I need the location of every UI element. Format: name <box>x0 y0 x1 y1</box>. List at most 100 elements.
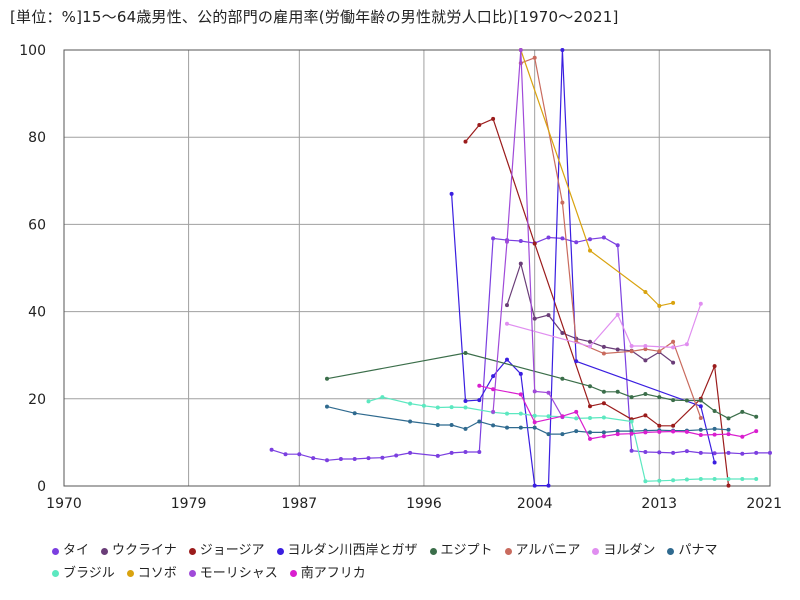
data-point <box>574 416 579 421</box>
legend-marker <box>429 547 437 555</box>
y-tick-label: 80 <box>28 130 46 146</box>
data-point <box>463 399 468 403</box>
legend-marker <box>667 547 675 555</box>
data-point <box>546 414 551 419</box>
chart-title: [単位：%]15～64歳男性、公的部門の雇用率(労働年齢の男性就労人口比)[19… <box>10 8 619 26</box>
data-point <box>518 48 523 52</box>
legend-item: コソボ <box>126 563 177 585</box>
legend-item: ブラジル <box>52 563 115 585</box>
data-point <box>588 436 592 441</box>
data-point <box>657 478 662 483</box>
data-point <box>629 431 634 436</box>
data-point <box>505 357 509 362</box>
line-chart: 1970 1979 1987 1996 2004 2013 2021 0 20 40 60 80 100 <box>19 43 782 512</box>
x-tick-label: 2013 <box>641 496 677 512</box>
series-4 <box>325 351 759 421</box>
data-point <box>726 427 731 432</box>
data-point <box>408 419 413 424</box>
data-point <box>491 409 496 414</box>
data-point <box>601 401 606 406</box>
legend-label: ヨルダン <box>603 543 656 558</box>
data-point <box>629 349 634 354</box>
data-point <box>712 432 717 437</box>
series-10 <box>491 48 565 420</box>
data-point <box>532 420 537 425</box>
data-point <box>643 347 648 352</box>
data-point <box>546 313 551 318</box>
data-point <box>408 450 413 455</box>
data-point <box>601 351 606 356</box>
data-point <box>518 392 523 397</box>
data-point <box>408 401 413 406</box>
data-point <box>518 261 523 266</box>
data-point <box>657 450 662 455</box>
data-point <box>532 55 537 60</box>
data-point <box>588 339 592 344</box>
data-point <box>532 389 537 394</box>
legend-item: タイ <box>52 540 89 562</box>
data-point <box>643 450 648 454</box>
axis-labels: 1970 1979 1987 1996 2004 2013 2021 0 20 40 60 80 100 <box>19 43 782 512</box>
data-point <box>588 344 592 349</box>
x-tick-label: 1979 <box>171 496 207 512</box>
data-point <box>615 429 620 434</box>
data-point <box>726 483 731 488</box>
y-tick-label: 60 <box>28 217 46 233</box>
data-point <box>698 404 703 409</box>
data-point <box>477 450 482 454</box>
data-point <box>671 300 676 305</box>
data-point <box>463 450 468 454</box>
data-point <box>560 331 565 335</box>
series-layer <box>269 48 772 488</box>
data-point <box>671 478 676 483</box>
data-point <box>449 405 454 410</box>
data-point <box>629 419 634 424</box>
data-point <box>615 312 620 317</box>
legend-marker <box>289 570 297 577</box>
data-point <box>532 241 537 246</box>
data-point <box>352 457 357 461</box>
legend-item: エジプト <box>429 540 493 562</box>
data-point <box>629 448 634 453</box>
legend-label: モーリシャス <box>199 565 278 581</box>
data-point <box>491 374 496 379</box>
legend-label: アルバニア <box>515 543 581 558</box>
series-0 <box>269 235 772 463</box>
data-point <box>601 415 606 420</box>
data-point <box>671 423 676 428</box>
data-point <box>463 351 468 355</box>
data-point <box>768 450 772 455</box>
data-point <box>283 452 288 457</box>
data-point <box>435 453 440 458</box>
data-point <box>435 423 440 427</box>
data-point <box>505 411 509 416</box>
data-point <box>629 395 634 400</box>
data-point <box>643 290 648 294</box>
data-point <box>684 477 689 482</box>
series-3 <box>449 48 717 488</box>
data-point <box>726 450 731 455</box>
x-tick-label: 1996 <box>406 496 442 512</box>
data-point <box>643 358 648 363</box>
legend-item: ジョージア <box>188 540 265 562</box>
data-point <box>615 432 620 437</box>
data-point <box>449 191 454 196</box>
legend-label: ウクライナ <box>112 543 177 558</box>
data-point <box>712 409 717 413</box>
series-line <box>326 352 757 420</box>
data-point <box>380 455 385 460</box>
legend-marker <box>276 547 284 555</box>
series-11 <box>477 383 759 441</box>
legend-marker <box>188 547 196 555</box>
data-point <box>518 239 523 243</box>
data-point <box>740 477 745 481</box>
legend-label: 南アフリカ <box>300 565 366 581</box>
data-point <box>698 450 703 455</box>
legend-marker <box>52 570 59 577</box>
data-point <box>574 240 579 245</box>
legend-marker <box>52 547 59 555</box>
data-point <box>698 477 703 481</box>
data-point <box>560 236 565 241</box>
data-point <box>643 344 648 348</box>
data-point <box>671 450 676 455</box>
